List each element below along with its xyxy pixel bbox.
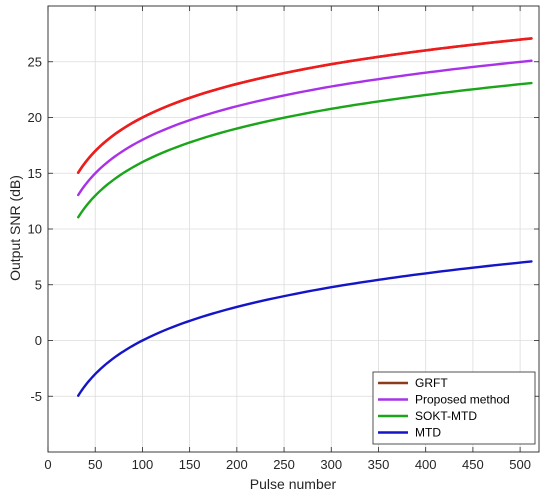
y-tick-label: 0 [35,333,42,348]
y-tick-label: 25 [28,54,42,69]
x-tick-label: 150 [179,457,201,472]
series-lines [76,37,533,397]
series-line-mtd [77,260,533,397]
x-tick-label: 450 [462,457,484,472]
y-axis-label: Output SNR (dB) [7,175,23,281]
y-tick-label: 5 [35,277,42,292]
series-line-sokt-mtd [77,81,533,219]
x-tick-label: 350 [368,457,390,472]
y-tick-label: 15 [28,166,42,181]
x-tick-label: 500 [509,457,531,472]
axes [47,5,540,453]
tick-labels: 0 50 100 150 200 250 300 350 400 450 500 -5 0 5 10 15 20… [28,54,531,472]
x-axis-label: Pulse number [250,476,337,492]
grid [47,6,539,452]
x-tick-label: 0 [44,457,51,472]
x-tick-label: 400 [415,457,437,472]
legend-entry: GRFT [415,376,448,390]
x-tick-label: 300 [320,457,342,472]
legend: GRFT Proposed method SOKT-MTD MTD [372,371,536,445]
x-tick-label: 50 [88,457,102,472]
y-tick-label: -5 [30,389,42,404]
legend-entry: SOKT-MTD [415,409,477,423]
y-tick-label: 20 [28,110,42,125]
x-tick-label: 100 [132,457,154,472]
series-line-grft-overlay [76,37,533,174]
legend-entry: Proposed method [415,393,510,407]
y-tick-label: 10 [28,222,42,237]
series-line-proposed-method [77,59,533,197]
x-tick-label: 250 [273,457,295,472]
legend-entry: MTD [415,426,441,440]
x-tick-label: 200 [226,457,248,472]
